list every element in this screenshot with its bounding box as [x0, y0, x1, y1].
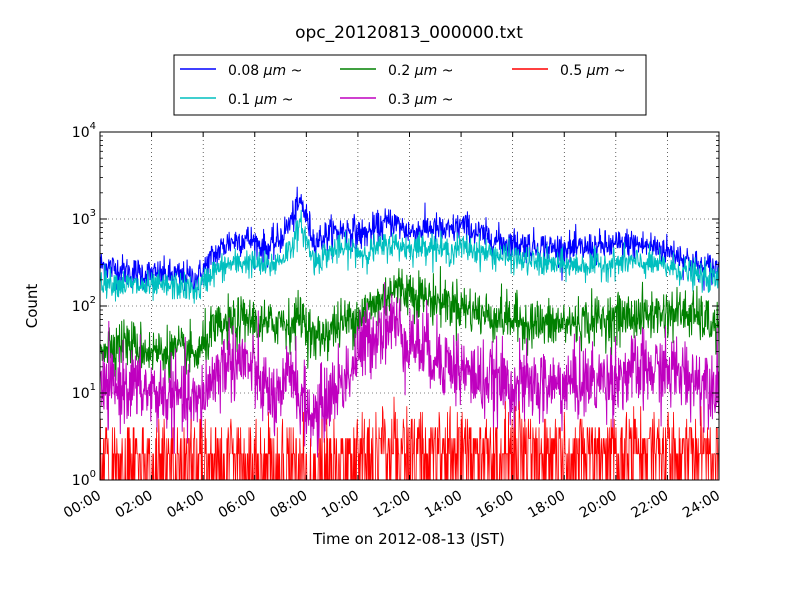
y-tick-label: 100	[72, 469, 96, 489]
legend-label-1: 0.1 μm ~	[228, 92, 293, 108]
y-tick-label: 104	[72, 121, 96, 141]
series-line-1	[99, 209, 720, 304]
series-line-0	[99, 186, 720, 293]
legend-label-3: 0.3 μm ~	[388, 92, 453, 108]
legend: 0.08 μm ~ 0.1 μm ~ 0.2 μm ~ 0.3 μm ~ 0.5 μm …	[173, 54, 647, 116]
legend-label-4: 0.5 μm ~	[560, 63, 625, 79]
series-line-3	[99, 282, 720, 458]
x-axis-label: Time on 2012-08-13 (JST)	[312, 530, 505, 548]
y-tick-label: 102	[72, 295, 96, 315]
series-layer	[99, 186, 720, 481]
legend-label-0: 0.08 μm ~	[228, 63, 302, 79]
legend-box	[173, 54, 647, 116]
y-tick-label: 103	[72, 208, 96, 228]
chart-title: opc_20120813_000000.txt	[295, 23, 523, 43]
y-tick-label: 101	[72, 382, 96, 402]
series-line-2	[99, 266, 720, 384]
legend-label-2: 0.2 μm ~	[388, 63, 453, 79]
y-axis-label: Count	[23, 284, 41, 329]
